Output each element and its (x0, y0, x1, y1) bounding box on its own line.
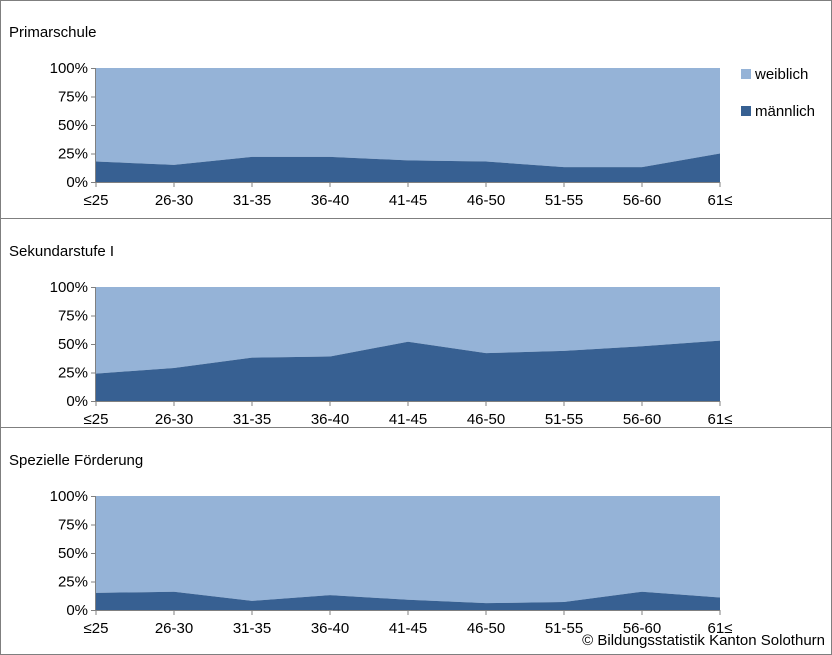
copyright-note: © Bildungsstatistik Kanton Solothurn (582, 632, 825, 649)
panel-title: Primarschule (9, 24, 97, 41)
legend-swatch-weiblich (741, 69, 751, 79)
x-tick-label: 26-30 (155, 620, 193, 637)
x-tick-label: 36-40 (311, 192, 349, 209)
x-tick-label: 36-40 (311, 411, 349, 428)
legend-swatch-maennlich (741, 106, 751, 116)
y-tick-label: 0% (66, 602, 88, 619)
series-area-weiblich (96, 68, 720, 168)
y-tick-label: 50% (58, 336, 88, 353)
y-tick-label: 25% (58, 146, 88, 163)
chart-panel: Primarschule 0% 25% 50% 75% 100% ≤25 26-30 31-35… (9, 24, 732, 209)
series-area-weiblich (96, 287, 720, 374)
x-tick-label: 41-45 (389, 411, 427, 428)
x-tick-label: 51-55 (545, 620, 583, 637)
x-tick-label: 31-35 (233, 411, 271, 428)
x-tick-label: 56-60 (623, 411, 661, 428)
panel-title: Sekundarstufe I (9, 243, 114, 260)
legend: weiblich männlich (741, 66, 815, 120)
y-tick-label: 50% (58, 545, 88, 562)
series-area-maennlich (96, 340, 720, 401)
y-tick-label: 100% (50, 279, 88, 296)
x-tick-label: 51-55 (545, 192, 583, 209)
x-tick-label: 36-40 (311, 620, 349, 637)
chart-panel: Spezielle Förderung 0% 25% 50% 75% 100% ≤25 26-… (9, 452, 732, 637)
series-area-maennlich (96, 153, 720, 182)
x-tick-label: ≤25 (84, 411, 109, 428)
legend-label-weiblich: weiblich (754, 66, 808, 83)
chart-panels: Primarschule 0% 25% 50% 75% 100% ≤25 26-30 31-35… (9, 24, 732, 637)
series-area-weiblich (96, 496, 720, 604)
x-tick-label: ≤25 (84, 620, 109, 637)
x-tick-label: 46-50 (467, 192, 505, 209)
legend-label-maennlich: männlich (755, 103, 815, 120)
y-tick-label: 25% (58, 365, 88, 382)
y-tick-label: 50% (58, 117, 88, 134)
x-tick-label: 61≤ (708, 192, 733, 209)
x-tick-label: 56-60 (623, 192, 661, 209)
x-tick-label: 26-30 (155, 192, 193, 209)
x-tick-label: 61≤ (708, 620, 733, 637)
x-tick-label: ≤25 (84, 192, 109, 209)
y-tick-label: 75% (58, 89, 88, 106)
x-tick-label: 31-35 (233, 620, 271, 637)
x-tick-label: 46-50 (467, 620, 505, 637)
x-tick-label: 41-45 (389, 620, 427, 637)
y-tick-label: 100% (50, 60, 88, 77)
x-tick-label: 41-45 (389, 192, 427, 209)
x-tick-label: 46-50 (467, 411, 505, 428)
y-tick-label: 0% (66, 174, 88, 191)
y-tick-label: 25% (58, 574, 88, 591)
x-tick-label: 51-55 (545, 411, 583, 428)
x-tick-label: 26-30 (155, 411, 193, 428)
y-tick-label: 100% (50, 488, 88, 505)
x-tick-label: 61≤ (708, 411, 733, 428)
series-area-maennlich (96, 591, 720, 610)
y-tick-label: 75% (58, 517, 88, 534)
chart-panel: Sekundarstufe I 0% 25% 50% 75% 100% ≤25 26-30 31… (9, 243, 732, 428)
x-tick-label: 56-60 (623, 620, 661, 637)
y-tick-label: 0% (66, 393, 88, 410)
panel-title: Spezielle Förderung (9, 452, 143, 469)
y-tick-label: 75% (58, 308, 88, 325)
x-tick-label: 31-35 (233, 192, 271, 209)
